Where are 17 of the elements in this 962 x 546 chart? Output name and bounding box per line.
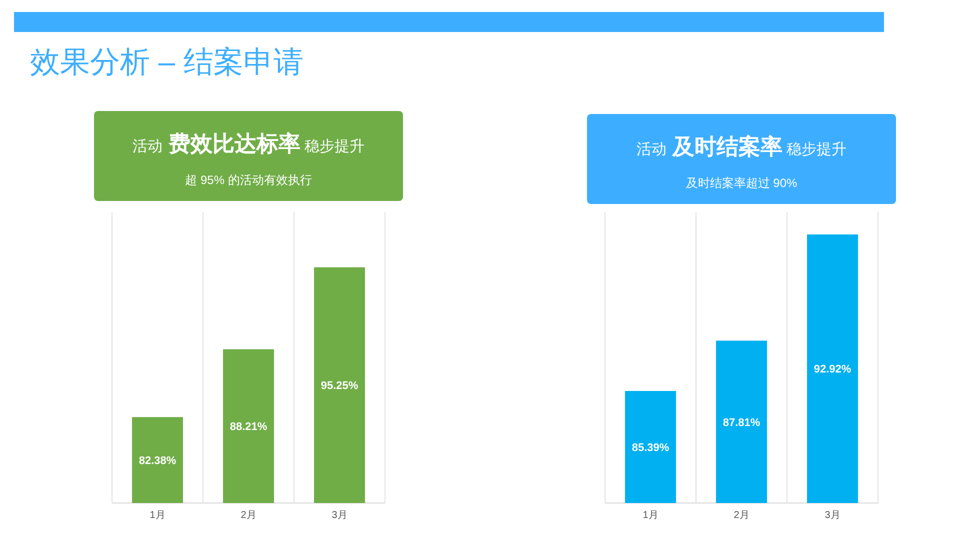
text: 效果分析 – 结案申请 [30,46,304,79]
data-label: 88.21% [230,421,268,434]
chart-title: 活动 费效比达标率 稳步提升 [132,131,365,156]
x-tick-label: 2月 [240,510,256,521]
data-label: 82.38% [138,455,176,468]
x-tick-label: 1月 [150,510,166,521]
chart-subtitle: 及时结案率超过 90% [686,176,798,190]
data-label: 92.92% [814,364,852,376]
data-label: 95.25% [320,380,358,392]
data-label: 85.39% [632,442,670,454]
x-tick-label: 3月 [824,510,840,521]
x-tick-label: 3月 [332,510,348,521]
chart-title: 活动 及时结案率 稳步提升 [636,134,847,159]
data-label: 87.81% [722,416,760,429]
chart-subtitle: 超 95% 的活动有效执行 [185,173,312,187]
x-tick-label: 2月 [734,510,750,521]
x-tick-label: 1月 [642,510,658,521]
